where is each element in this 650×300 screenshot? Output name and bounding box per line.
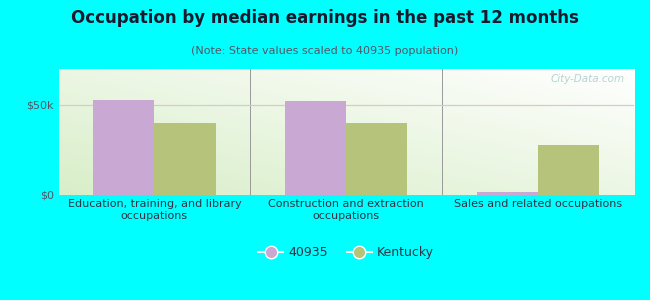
Bar xyxy=(285,101,346,195)
Text: (Note: State values scaled to 40935 population): (Note: State values scaled to 40935 popu… xyxy=(191,46,459,56)
Bar xyxy=(93,100,155,195)
Bar xyxy=(476,192,538,195)
Text: Occupation by median earnings in the past 12 months: Occupation by median earnings in the pas… xyxy=(71,9,579,27)
Bar xyxy=(155,123,216,195)
Text: City-Data.com: City-Data.com xyxy=(551,74,625,84)
Legend: 40935, Kentucky: 40935, Kentucky xyxy=(254,241,439,264)
Bar xyxy=(346,123,408,195)
Bar xyxy=(538,145,599,195)
